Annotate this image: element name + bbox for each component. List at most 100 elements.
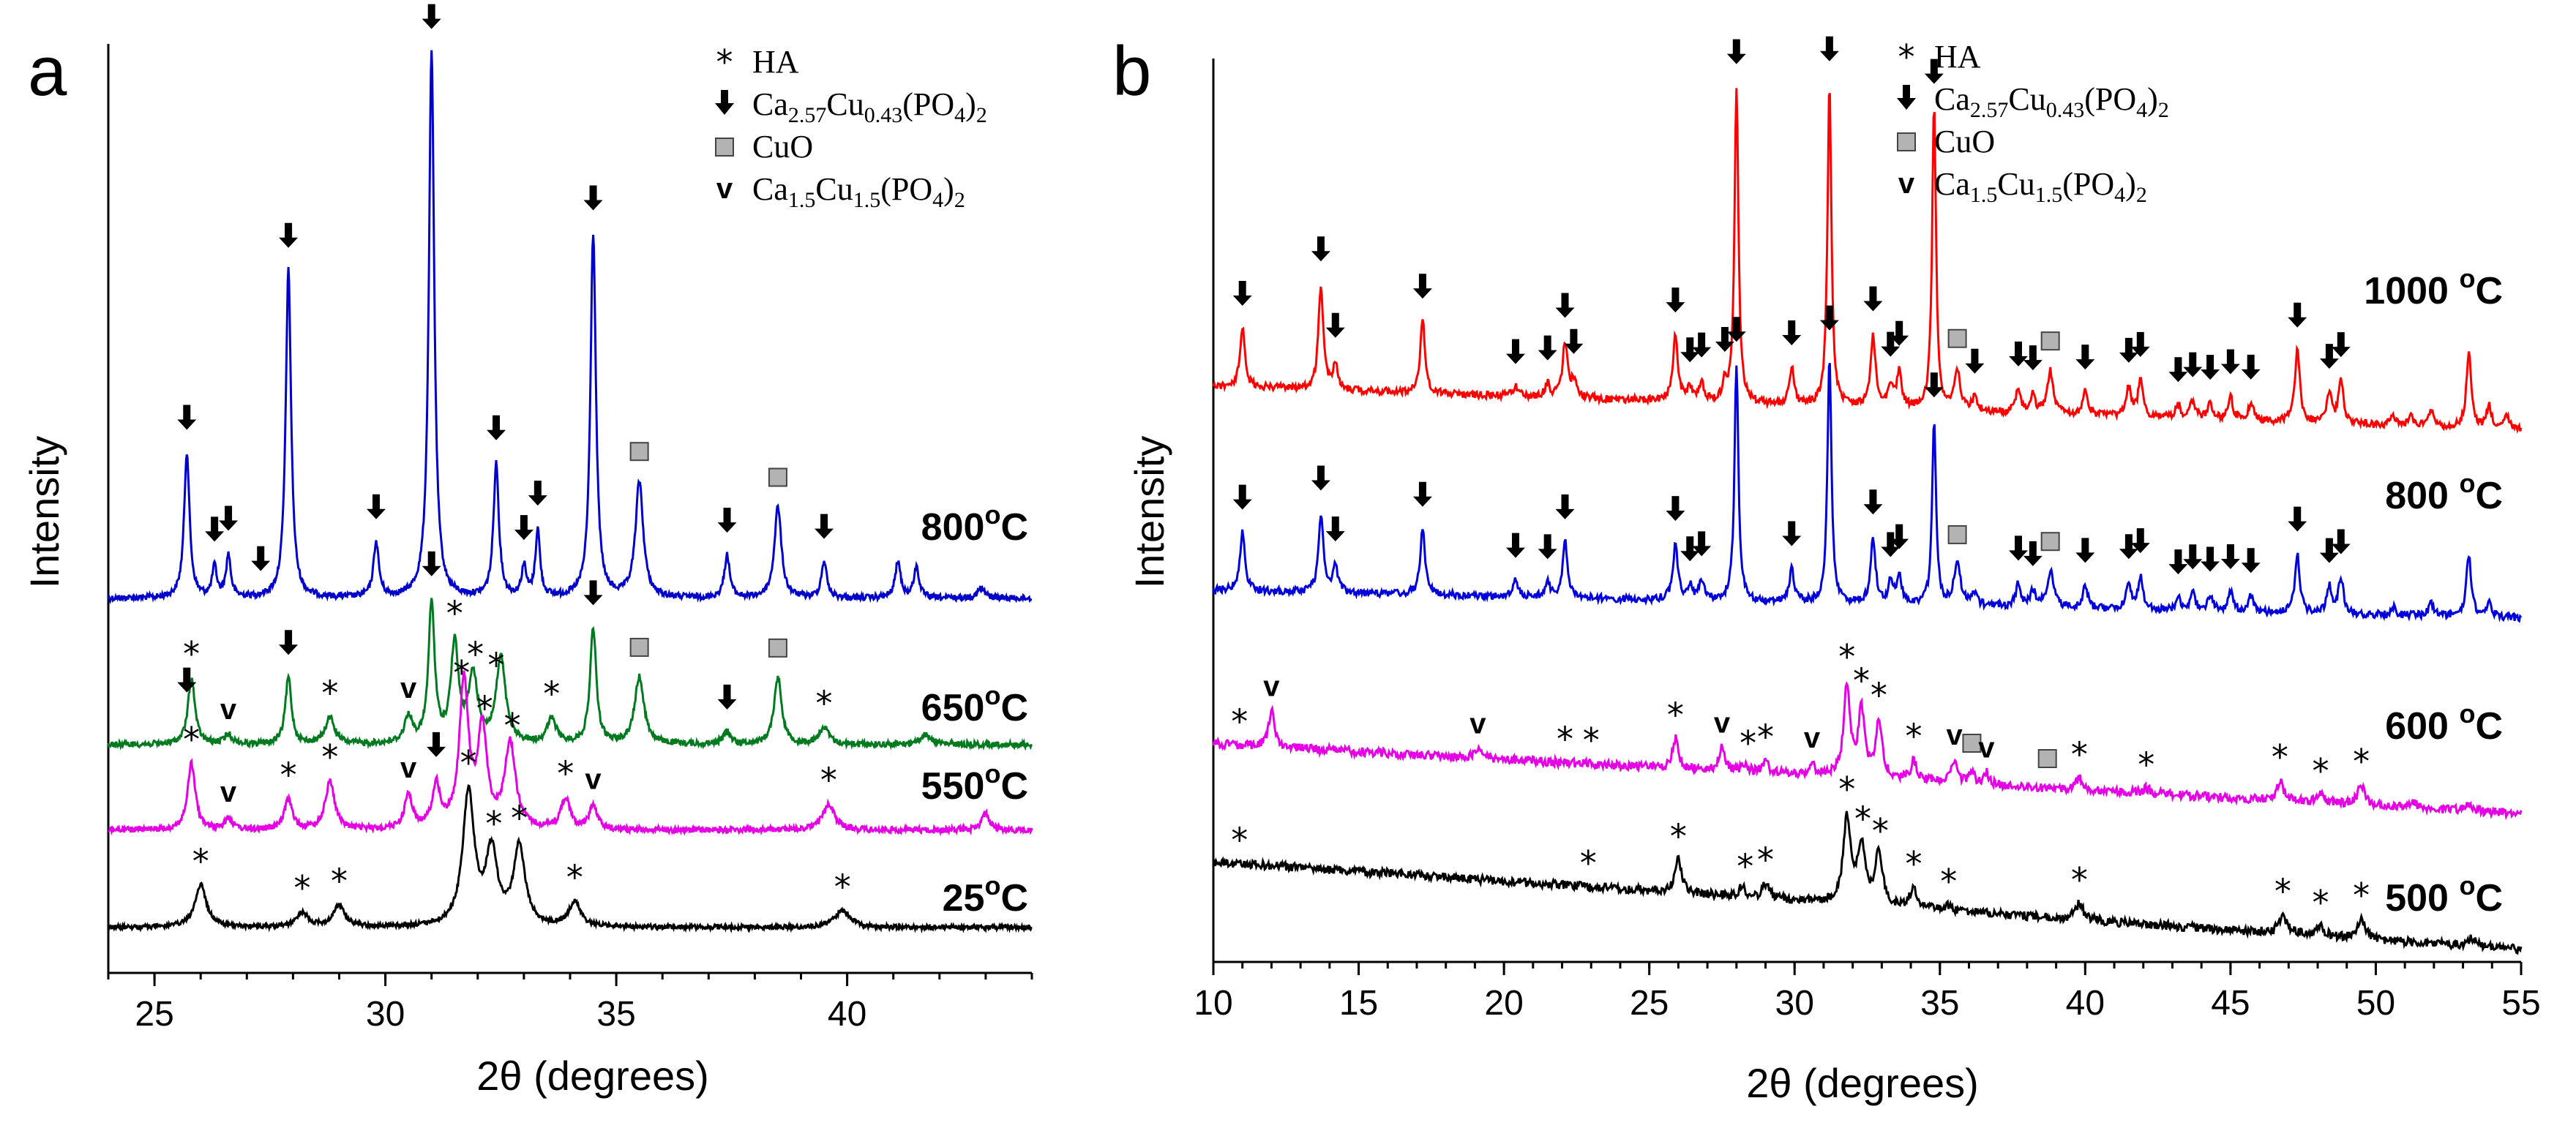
a-series-3-curve (108, 670, 1033, 837)
arrow-marker (1726, 39, 1746, 64)
arrow-marker (1782, 521, 1802, 546)
legend-star-icon: * (1898, 37, 1915, 77)
arrow-marker (1680, 337, 1700, 363)
star-marker: * (1838, 770, 1855, 809)
arrow-marker (427, 732, 446, 757)
square-marker (768, 467, 787, 487)
star-marker: * (485, 804, 502, 843)
arrow-marker (2023, 345, 2043, 371)
panel-b-y-axis-title: Intensity (1126, 436, 1172, 589)
arrow-marker (1715, 326, 1734, 352)
star-marker: * (1580, 843, 1597, 883)
a-series-2-curve (107, 598, 1033, 751)
arrow-marker (1924, 59, 1944, 84)
arrow-marker (2008, 341, 2028, 366)
star-marker: * (1853, 661, 1870, 700)
arrow-marker (1692, 332, 1712, 358)
arrow-marker (2130, 331, 2150, 357)
star-marker: * (834, 868, 851, 907)
arrow-marker (2241, 548, 2261, 574)
a-x-tick-label: 40 (828, 995, 866, 1034)
v-marker: v (220, 693, 237, 726)
star-marker: * (1231, 702, 1248, 741)
square-marker (2037, 749, 2057, 769)
star-marker: * (321, 674, 338, 713)
star-marker: * (1667, 696, 1684, 735)
arrow-marker (1538, 335, 1557, 361)
panel-a-curves (107, 50, 1033, 934)
arrow-marker (2220, 544, 2240, 570)
arrow-marker (279, 222, 299, 248)
b-x-tick-label: 40 (2066, 984, 2105, 1023)
arrow-marker (2008, 535, 2028, 561)
star-marker: * (192, 841, 209, 881)
legend-square-icon (1897, 132, 1916, 151)
a-temp-label-2: 650oC (921, 680, 1028, 729)
arrow-marker (1505, 533, 1525, 558)
arrow-marker (1680, 536, 1700, 562)
b-series-4-curve (1212, 811, 2523, 955)
arrow-marker (717, 684, 737, 710)
star-marker: * (1940, 862, 1957, 901)
star-marker: * (1838, 637, 1855, 677)
legend-star-icon: * (716, 42, 733, 82)
arrow-marker (1325, 516, 1345, 542)
b-temp-label-2: 800 oC (2385, 468, 2503, 517)
star-marker: * (543, 674, 560, 714)
arrow-marker (2168, 357, 2188, 383)
b-series-1-curve (1212, 88, 2523, 435)
star-marker: * (1906, 844, 1922, 884)
v-marker: v (1469, 708, 1486, 740)
star-marker: * (1757, 718, 1774, 757)
b-series-3-curve (1212, 680, 2523, 821)
panel-a-axes: 25 30 35 40 (107, 44, 1033, 1034)
arrow-marker (2319, 344, 2339, 369)
arrow-marker (2183, 352, 2203, 377)
legend-label: Ca1.5Cu1.5(PO4)2 (752, 171, 965, 212)
panel-b-phase-markers: *vv * ** v* * v** ** v v * * * * ***** *** ** * * * * * (1231, 36, 2370, 922)
arrow-marker (1965, 348, 1985, 374)
star-marker: * (280, 755, 297, 794)
square-marker (1947, 328, 1967, 348)
star-marker: * (2071, 860, 2088, 900)
star-marker: * (2353, 876, 2370, 915)
star-marker: * (1906, 717, 1922, 756)
v-marker: v (400, 752, 417, 784)
legend-label: Ca2.57Cu0.43(PO4)2 (752, 86, 987, 127)
b-x-tick-label: 45 (2211, 984, 2250, 1023)
star-marker: * (566, 858, 583, 898)
a-x-tick-label: 35 (596, 995, 635, 1034)
arrow-marker (2119, 534, 2138, 560)
arrow-marker (1325, 312, 1345, 338)
v-marker: v (220, 776, 237, 808)
panel-a-x-axis-title: 2θ (degrees) (476, 1053, 709, 1099)
arrow-marker (1666, 496, 1685, 522)
arrow-marker (1311, 236, 1330, 262)
b-x-tick-label: 30 (1775, 984, 1814, 1023)
star-marker: * (321, 737, 338, 777)
star-marker: * (1757, 841, 1774, 880)
star-marker: * (2071, 734, 2088, 774)
arrow-marker (583, 580, 603, 606)
legend-arrow-icon (715, 90, 734, 115)
arrow-marker (1232, 484, 1252, 510)
star-marker: * (1872, 811, 1889, 851)
star-marker: * (2138, 745, 2154, 784)
v-marker: v (1804, 722, 1821, 754)
legend-v-icon: v (716, 173, 733, 205)
arrow-marker (2241, 354, 2261, 380)
arrow-marker (177, 667, 197, 693)
arrow-marker (2331, 529, 2351, 554)
a-temp-label-3: 550oC (921, 759, 1028, 808)
arrow-marker (1890, 320, 1909, 346)
arrow-marker (422, 551, 441, 576)
star-marker: * (504, 706, 521, 745)
star-marker: * (2353, 742, 2370, 781)
square-marker (2040, 532, 2060, 552)
arrow-marker (583, 185, 603, 211)
legend-label: HA (752, 44, 799, 80)
legend-label: HA (1934, 39, 1981, 75)
arrow-marker (1232, 281, 1252, 307)
arrow-marker (366, 494, 386, 519)
